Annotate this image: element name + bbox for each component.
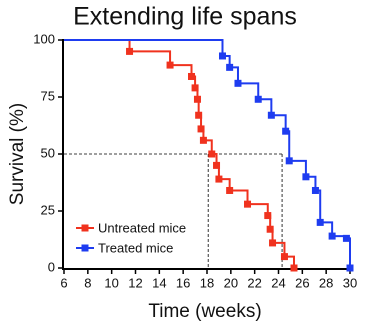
- x-tick-label: 16: [176, 275, 190, 290]
- legend-label: Untreated mice: [98, 220, 186, 235]
- x-tick-label: 30: [343, 275, 357, 290]
- data-point: [191, 84, 199, 92]
- x-tick-label: 26: [295, 275, 309, 290]
- data-point: [267, 111, 275, 119]
- data-point: [280, 253, 288, 261]
- data-point: [188, 72, 196, 80]
- data-point: [282, 127, 290, 135]
- x-tick-label: 8: [84, 275, 91, 290]
- data-point: [254, 95, 262, 103]
- data-point: [269, 239, 277, 247]
- y-tick-label: 0: [48, 259, 55, 274]
- legend-marker: [81, 224, 89, 232]
- data-point: [290, 264, 298, 272]
- data-point: [126, 47, 134, 55]
- x-tick-label: 18: [200, 275, 214, 290]
- chart-title: Extending life spans: [73, 3, 297, 31]
- x-tick-label: 6: [60, 275, 67, 290]
- data-point: [234, 79, 242, 87]
- data-point: [208, 150, 216, 158]
- data-point: [244, 200, 252, 208]
- x-tick-label: 14: [152, 275, 166, 290]
- data-point: [328, 232, 336, 240]
- data-point: [264, 212, 272, 220]
- data-point: [266, 225, 274, 233]
- y-tick-label: 25: [41, 202, 55, 217]
- data-point: [316, 218, 324, 226]
- y-axis-label: Survival (%): [7, 103, 28, 205]
- x-tick-label: 22: [247, 275, 261, 290]
- y-tick-label: 50: [41, 145, 55, 160]
- data-point: [197, 125, 205, 133]
- data-point: [166, 61, 174, 69]
- legend-label: Treated mice: [98, 240, 173, 255]
- x-tick-label: 10: [104, 275, 118, 290]
- data-point: [302, 173, 310, 181]
- x-tick-label: 24: [271, 275, 285, 290]
- data-point: [346, 264, 354, 272]
- data-point: [226, 186, 234, 194]
- x-tick-label: 20: [224, 275, 238, 290]
- y-tick-label: 100: [33, 31, 55, 46]
- data-point: [213, 161, 221, 169]
- data-point: [199, 136, 207, 144]
- x-tick-label: 12: [128, 275, 142, 290]
- data-point: [311, 186, 319, 194]
- data-point: [285, 157, 293, 165]
- data-point: [195, 111, 203, 119]
- data-point: [342, 234, 350, 242]
- x-axis-label: Time (weeks): [148, 301, 261, 322]
- data-point: [193, 95, 201, 103]
- y-tick-label: 75: [41, 88, 55, 103]
- x-tick-label: 28: [319, 275, 333, 290]
- data-point: [215, 175, 223, 183]
- data-point: [226, 63, 234, 71]
- data-point: [218, 52, 226, 60]
- legend-marker: [81, 244, 89, 252]
